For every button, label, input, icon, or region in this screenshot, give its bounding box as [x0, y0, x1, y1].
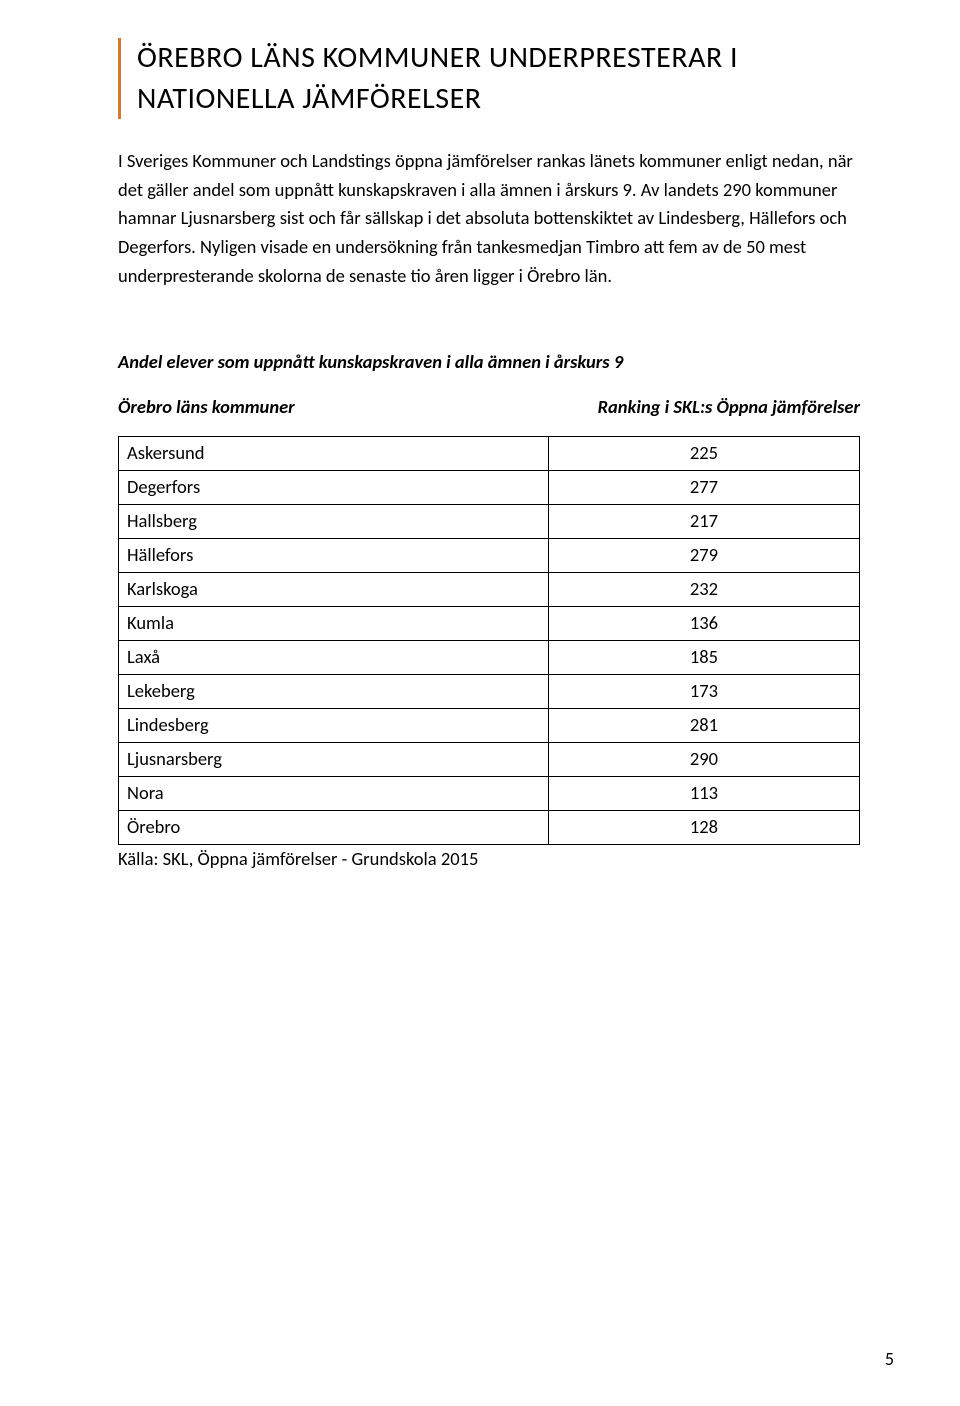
- municipality-cell: Lekeberg: [119, 675, 549, 709]
- table-source: Källa: SKL, Öppna jämförelser - Grundsko…: [118, 847, 860, 870]
- municipality-cell: Ljusnarsberg: [119, 743, 549, 777]
- table-title: Andel elever som uppnått kunskapskraven …: [118, 350, 860, 373]
- table-row: Askersund 225: [119, 437, 860, 471]
- municipality-cell: Askersund: [119, 437, 549, 471]
- municipality-cell: Kumla: [119, 607, 549, 641]
- municipality-cell: Degerfors: [119, 471, 549, 505]
- municipality-cell: Hallsberg: [119, 505, 549, 539]
- column-header-right: Ranking i SKL:s Öppna jämförelser: [598, 395, 860, 418]
- rank-cell: 277: [548, 471, 859, 505]
- ranking-table: Askersund 225 Degerfors 277 Hallsberg 21…: [118, 436, 860, 845]
- municipality-cell: Lindesberg: [119, 709, 549, 743]
- table-row: Degerfors 277: [119, 471, 860, 505]
- rank-cell: 217: [548, 505, 859, 539]
- table-row: Hallsberg 217: [119, 505, 860, 539]
- table-column-headers: Örebro läns kommuner Ranking i SKL:s Öpp…: [118, 395, 860, 418]
- table-row: Hällefors 279: [119, 539, 860, 573]
- municipality-cell: Nora: [119, 777, 549, 811]
- table-row: Lindesberg 281: [119, 709, 860, 743]
- rank-cell: 279: [548, 539, 859, 573]
- table-row: Kumla 136: [119, 607, 860, 641]
- rank-cell: 113: [548, 777, 859, 811]
- rank-cell: 232: [548, 573, 859, 607]
- rank-cell: 173: [548, 675, 859, 709]
- table-row: Ljusnarsberg 290: [119, 743, 860, 777]
- table-row: Örebro 128: [119, 811, 860, 845]
- municipality-cell: Örebro: [119, 811, 549, 845]
- rank-cell: 281: [548, 709, 859, 743]
- municipality-cell: Karlskoga: [119, 573, 549, 607]
- municipality-cell: Laxå: [119, 641, 549, 675]
- rank-cell: 225: [548, 437, 859, 471]
- municipality-cell: Hällefors: [119, 539, 549, 573]
- table-row: Lekeberg 173: [119, 675, 860, 709]
- table-row: Laxå 185: [119, 641, 860, 675]
- rank-cell: 290: [548, 743, 859, 777]
- table-row: Karlskoga 232: [119, 573, 860, 607]
- body-paragraph: I Sveriges Kommuner och Landstings öppna…: [118, 147, 860, 290]
- rank-cell: 136: [548, 607, 859, 641]
- page-content: ÖREBRO LÄNS KOMMUNER UNDERPRESTERAR I NA…: [0, 0, 960, 870]
- table-row: Nora 113: [119, 777, 860, 811]
- page-number: 5: [885, 1348, 894, 1370]
- page-heading: ÖREBRO LÄNS KOMMUNER UNDERPRESTERAR I NA…: [137, 38, 860, 119]
- rank-cell: 128: [548, 811, 859, 845]
- column-header-left: Örebro läns kommuner: [118, 395, 295, 418]
- heading-container: ÖREBRO LÄNS KOMMUNER UNDERPRESTERAR I NA…: [118, 38, 860, 119]
- rank-cell: 185: [548, 641, 859, 675]
